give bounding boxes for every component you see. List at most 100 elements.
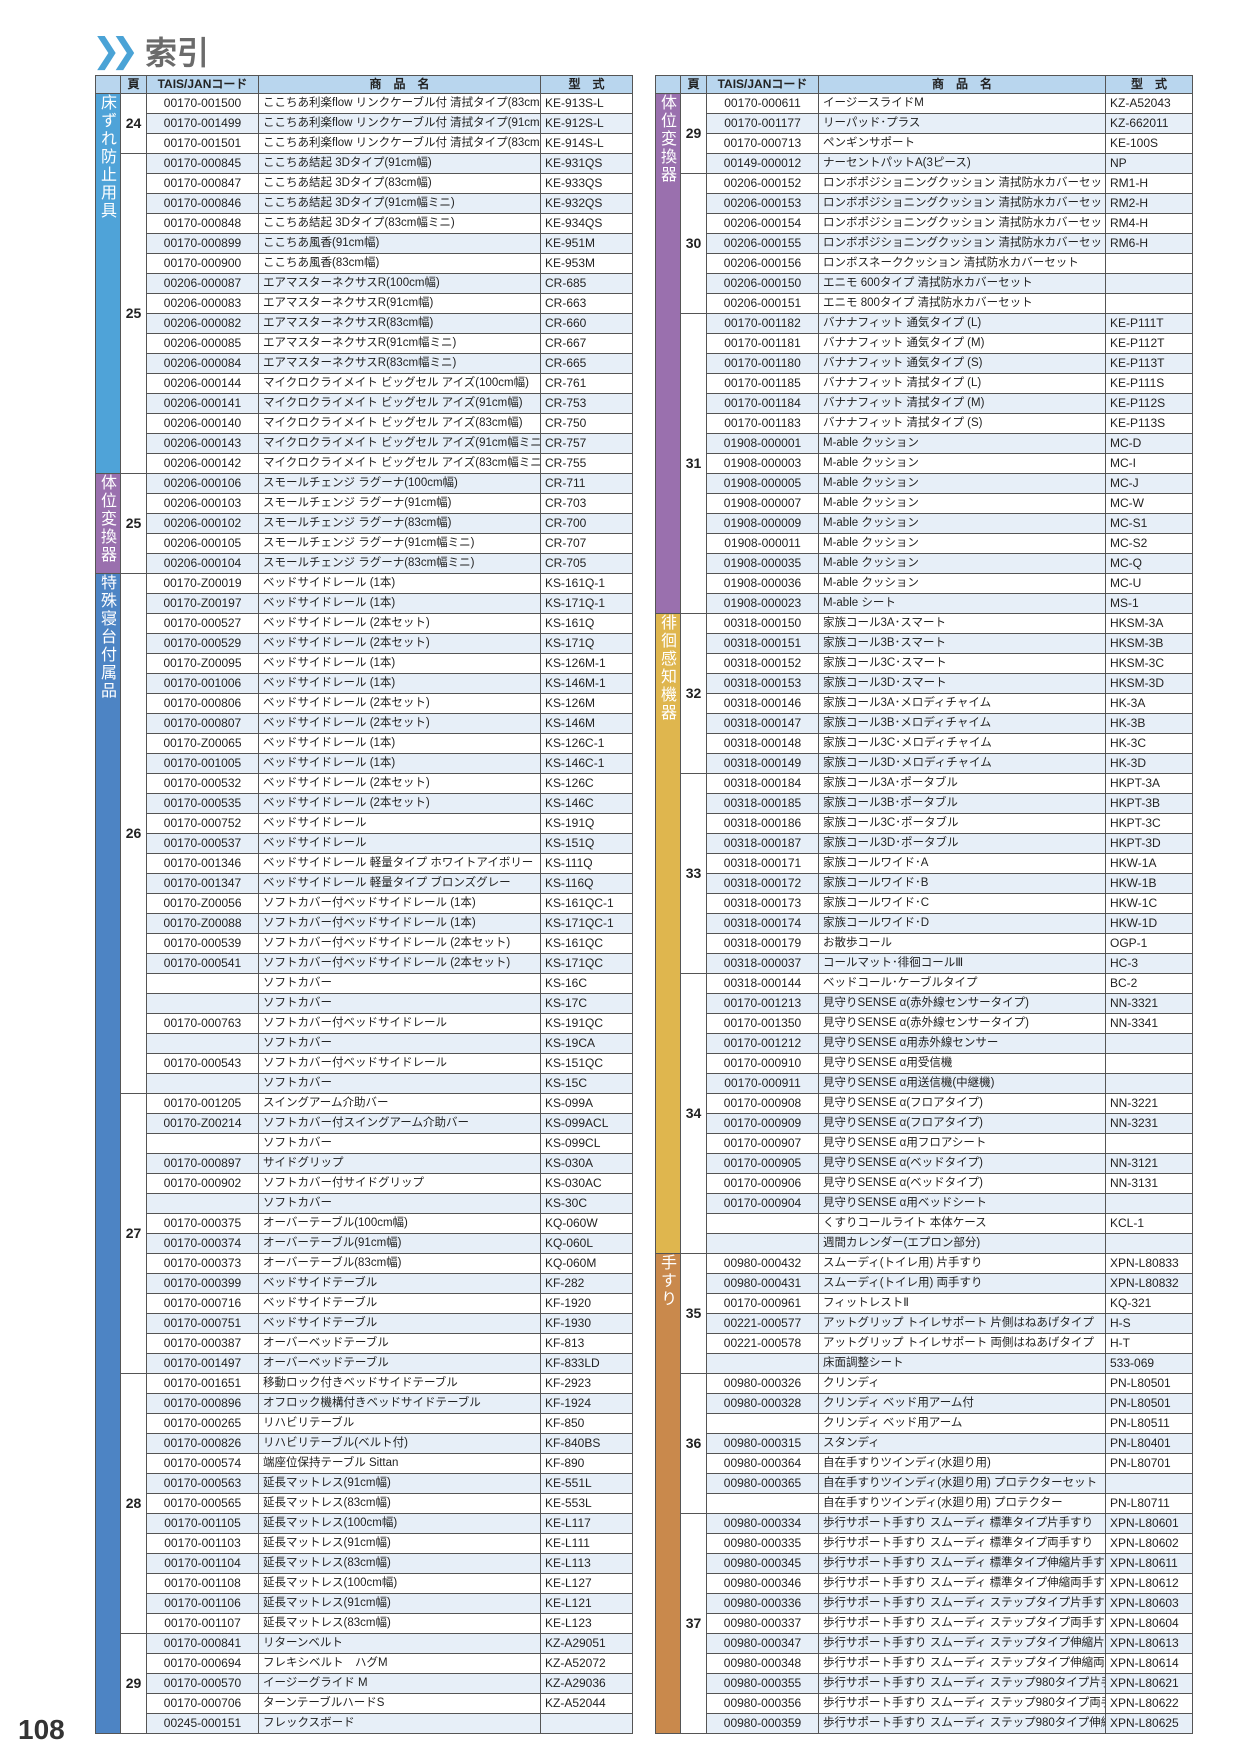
- name-cell: ベッドサイドレール (2本セット): [258, 633, 541, 654]
- table-row: 00170-001213 見守りSENSE α(赤外線センサータイプ) NN-332…: [656, 993, 1193, 1014]
- name-cell: 見守りSENSE α用ベッドシート: [818, 1193, 1106, 1214]
- name-cell: ソフトカバー: [258, 1033, 541, 1054]
- code-cell: 00170-000751: [146, 1313, 259, 1334]
- name-cell: ベッドサイドテーブル: [258, 1293, 541, 1314]
- model-cell: KS-17C: [540, 993, 633, 1014]
- name-cell: ソフトカバー: [258, 973, 541, 994]
- code-cell: [146, 1193, 259, 1214]
- name-cell: ここちあ風香(83cm幅): [258, 253, 541, 274]
- model-cell: XPN-L80832: [1105, 1273, 1193, 1294]
- name-cell: ベッドサイドテーブル: [258, 1313, 541, 1334]
- model-cell: MC-I: [1105, 453, 1193, 474]
- table-row: 00206-000151 エニモ 800タイプ 清拭防水カバーセット: [656, 293, 1193, 314]
- code-cell: 00318-000174: [706, 913, 819, 934]
- code-cell: 00318-000146: [706, 693, 819, 714]
- code-cell: 00221-000578: [706, 1333, 819, 1354]
- code-cell: 00318-000149: [706, 753, 819, 774]
- code-cell: 00170-001205: [146, 1093, 259, 1114]
- table-row: 34 00318-000144 ベッドコール･ケーブルタイプ BC-2: [656, 973, 1193, 1254]
- model-cell: KS-116Q: [540, 873, 633, 894]
- code-cell: 00170-Z00197: [146, 593, 259, 614]
- name-cell: 歩行サポート手すり スムーディ ステップタイプ伸縮片手すり: [818, 1633, 1106, 1654]
- table-row: 00206-000103 スモールチェンジ ラグーナ(91cm幅) CR-703: [96, 493, 633, 514]
- model-cell: KF-833LD: [540, 1353, 633, 1374]
- name-cell: エニモ 600タイプ 清拭防水カバーセット: [818, 273, 1106, 294]
- code-cell: 00170-000908: [706, 1093, 819, 1114]
- code-cell: [706, 1213, 819, 1234]
- model-cell: [1105, 1053, 1193, 1074]
- name-cell: ベッドサイドレール (2本セット): [258, 693, 541, 714]
- table-row: 00170-Z00056 ソフトカバー付ベッドサイドレール (1本) KS-161Q…: [96, 893, 633, 914]
- name-cell: ソフトカバー付ベッドサイドレール (2本セット): [258, 933, 541, 954]
- model-cell: HKSM-3B: [1105, 633, 1193, 654]
- code-cell: 00318-000150: [706, 613, 819, 634]
- name-cell: ペンギンサポート: [818, 133, 1106, 154]
- model-cell: KE-P112S: [1105, 393, 1193, 414]
- table-row: 00980-000356 歩行サポート手すり スムーディ ステップ980タイプ両手…: [656, 1693, 1193, 1714]
- page-cell: 25: [120, 473, 147, 574]
- table-row: 36 00980-000326 クリンディ PN-L80501: [656, 1373, 1193, 1514]
- name-cell: リハビリテーブル: [258, 1413, 541, 1434]
- model-cell: KE-100S: [1105, 133, 1193, 154]
- code-cell: 00170-000563: [146, 1473, 259, 1494]
- table-row: ソフトカバー KS-15C: [96, 1073, 633, 1094]
- page-cell: 33: [680, 773, 707, 974]
- table-row: 00318-000171 家族コールワイド･A HKW-1A: [656, 853, 1193, 874]
- model-cell: PN-L80701: [1105, 1453, 1193, 1474]
- table-row: 01908-000009 M-able クッション MC-S1: [656, 513, 1193, 534]
- code-cell: 00170-000847: [146, 173, 259, 194]
- code-cell: 01908-000001: [706, 433, 819, 454]
- name-cell: リーパッド･プラス: [818, 113, 1106, 134]
- table-row: 00206-000084 エアマスターネクサスR(83cm幅ミニ) CR-665: [96, 353, 633, 374]
- name-cell: M-able クッション: [818, 473, 1106, 494]
- model-cell: KE-L117: [540, 1513, 633, 1534]
- model-cell: KS-19CA: [540, 1033, 633, 1054]
- name-cell: ここちあ結起 3Dタイプ(83cm幅): [258, 173, 541, 194]
- name-cell: クリンディ: [818, 1373, 1106, 1394]
- table-row: 体位変換器 29 00170-000611 イージースライドM KZ-A52043: [655, 93, 1193, 614]
- code-cell: 00170-000399: [146, 1273, 259, 1294]
- name-cell: ここちあ利楽flow リンクケーブル付 清拭タイプ(83cm幅ミニ): [258, 133, 541, 154]
- table-row: 00170-000908 見守りSENSE α(フロアタイプ) NN-3221: [656, 1093, 1193, 1114]
- name-cell: アットグリップ トイレサポート 片側はねあげタイプ: [818, 1313, 1106, 1334]
- code-cell: 00206-000102: [146, 513, 259, 534]
- page-header: 頁: [680, 75, 707, 94]
- name-cell: ここちあ結起 3Dタイプ(91cm幅ミニ): [258, 193, 541, 214]
- code-cell: 00170-000527: [146, 613, 259, 634]
- model-cell: [1105, 1073, 1193, 1094]
- table-row: 床ずれ防止用具 24 00170-001500 ここちあ利楽flow リンクケーブル付…: [95, 93, 633, 474]
- table-row: 00170-001346 ベッドサイドレール 軽量タイプ ホワイトアイボリー KS-…: [96, 853, 633, 874]
- table-row: 00170-000387 オーバーベッドテーブル KF-813: [96, 1333, 633, 1354]
- code-cell: 01908-000035: [706, 553, 819, 574]
- name-cell: 見守りSENSE α用赤外線センサー: [818, 1033, 1106, 1054]
- table-row: 00170-001350 見守りSENSE α(赤外線センサータイプ) NN-334…: [656, 1013, 1193, 1034]
- name-cell: スムーディ(トイレ用) 両手すり: [818, 1273, 1106, 1294]
- table-row: 00170-001184 バナナフィット 清拭タイプ (M) KE-P112S: [656, 393, 1193, 414]
- name-cell: M-able クッション: [818, 573, 1106, 594]
- name-cell: ベッドサイドレール (2本セット): [258, 773, 541, 794]
- code-cell: 00170-Z00214: [146, 1113, 259, 1134]
- code-cell: 01908-000007: [706, 493, 819, 514]
- table-row: 自在手すりツインディ(水廻り用) プロテクター PN-L80711: [656, 1493, 1193, 1514]
- model-cell: KZ-A52043: [1105, 93, 1193, 114]
- name-cell: M-able クッション: [818, 553, 1106, 574]
- model-cell: KS-099ACL: [540, 1113, 633, 1134]
- code-cell: 00206-000154: [706, 213, 819, 234]
- name-cell: マイクロクライメイト ビッグセル アイズ(91cm幅): [258, 393, 541, 414]
- model-cell: KE-L121: [540, 1593, 633, 1614]
- name-cell: 見守りSENSE α(赤外線センサータイプ): [818, 1013, 1106, 1034]
- model-cell: [1105, 1233, 1193, 1254]
- name-cell: ベッドサイドレール (1本): [258, 753, 541, 774]
- name-cell: 端座位保持テーブル Sittan: [258, 1453, 541, 1474]
- code-cell: 00170-001346: [146, 853, 259, 874]
- code-cell: 00170-000905: [706, 1153, 819, 1174]
- model-cell: NN-3321: [1105, 993, 1193, 1014]
- name-header: 商 品 名: [258, 75, 541, 94]
- table-row: 01908-000011 M-able クッション MC-S2: [656, 533, 1193, 554]
- name-cell: ソフトカバー: [258, 1073, 541, 1094]
- table-row: 00170-000902 ソフトカバー付サイドグリップ KS-030AC: [96, 1173, 633, 1194]
- code-cell: 01908-000009: [706, 513, 819, 534]
- category-header: [95, 75, 121, 94]
- table-row: 00980-000355 歩行サポート手すり スムーディ ステップ980タイプ片手…: [656, 1673, 1193, 1694]
